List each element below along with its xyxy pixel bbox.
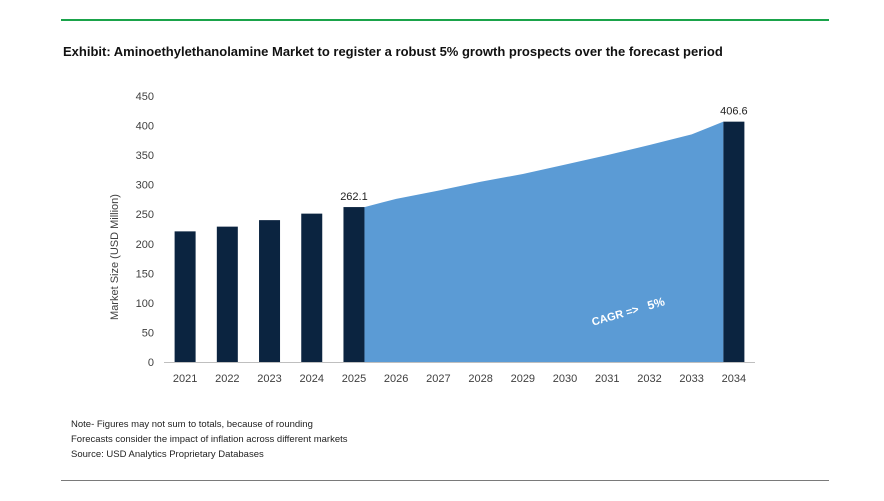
y-tick-label: 350 <box>136 150 154 162</box>
x-tick-label: 2033 <box>679 373 703 385</box>
y-tick-label: 50 <box>142 327 154 339</box>
source-line: Source: USD Analytics Proprietary Databa… <box>71 449 264 460</box>
y-tick-label: 400 <box>136 121 154 133</box>
note-line: Forecasts consider the impact of inflati… <box>71 434 348 445</box>
bar-2023 <box>259 220 281 362</box>
y-tick-label: 250 <box>136 209 154 221</box>
y-tick-label: 450 <box>136 91 154 103</box>
bar-2021 <box>174 231 196 362</box>
x-tick-label: 2025 <box>342 373 366 385</box>
x-tick-label: 2027 <box>426 373 450 385</box>
x-tick-label: 2026 <box>384 373 408 385</box>
x-tick-label: 2029 <box>511 373 535 385</box>
x-tick-label: 2032 <box>637 373 661 385</box>
notes: Note- Figures may not sum to totals, bec… <box>71 417 348 462</box>
y-tick-label: 150 <box>136 268 154 280</box>
note-line: Note- Figures may not sum to totals, bec… <box>71 419 313 430</box>
top-divider <box>61 19 829 21</box>
x-tick-label: 2034 <box>722 373 746 385</box>
forecast-area <box>364 121 724 362</box>
x-tick-label: 2023 <box>257 373 281 385</box>
y-tick-label: 300 <box>136 180 154 192</box>
x-tick-label: 2022 <box>215 373 239 385</box>
bar-2034 <box>723 121 745 362</box>
cagr-value: 5% <box>646 294 667 312</box>
y-tick-label: 200 <box>136 239 154 251</box>
bar-2025 <box>343 207 365 362</box>
y-tick-label: 0 <box>148 357 154 369</box>
x-tick-label: 2028 <box>468 373 492 385</box>
x-tick-label: 2021 <box>173 373 197 385</box>
x-tick-label: 2024 <box>300 373 324 385</box>
bar-2022 <box>216 226 238 362</box>
y-axis-label: Market Size (USD Million) <box>109 194 121 320</box>
data-label: 406.6 <box>720 106 748 118</box>
bottom-divider <box>61 480 829 481</box>
chart-title: Exhibit: Aminoethylethanolamine Market t… <box>63 44 723 59</box>
bar-2024 <box>301 213 323 362</box>
x-tick-label: 2031 <box>595 373 619 385</box>
y-tick-label: 100 <box>136 298 154 310</box>
data-label: 262.1 <box>340 191 368 203</box>
x-tick-label: 2030 <box>553 373 577 385</box>
